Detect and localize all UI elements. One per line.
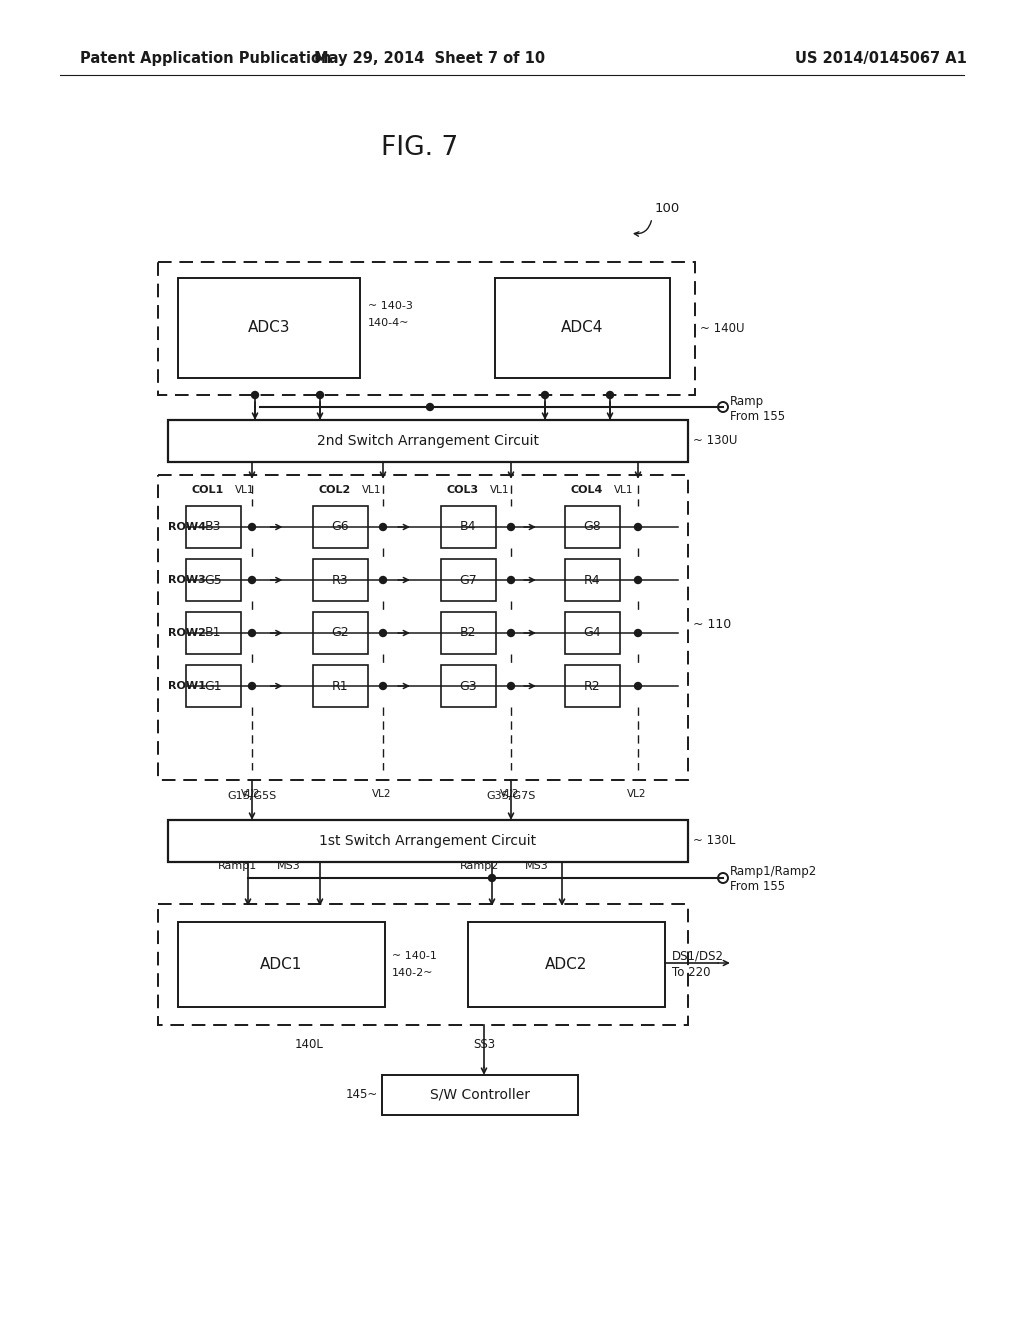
Circle shape (508, 682, 514, 689)
Text: ROW2: ROW2 (168, 628, 206, 638)
Text: ~ 110: ~ 110 (693, 619, 731, 631)
Text: Ramp: Ramp (730, 395, 764, 408)
Text: May 29, 2014  Sheet 7 of 10: May 29, 2014 Sheet 7 of 10 (314, 50, 546, 66)
Circle shape (316, 392, 324, 399)
Text: VL2: VL2 (373, 789, 392, 799)
Text: ~ 140U: ~ 140U (700, 322, 744, 334)
Text: ~ 140-1: ~ 140-1 (392, 950, 437, 961)
Circle shape (542, 392, 549, 399)
Text: ~ 130L: ~ 130L (693, 834, 735, 847)
Circle shape (249, 682, 256, 689)
Text: G3S/G7S: G3S/G7S (486, 791, 536, 801)
Text: SS3: SS3 (473, 1039, 495, 1052)
Text: COL2: COL2 (318, 484, 351, 495)
Text: B2: B2 (460, 627, 476, 639)
Text: R4: R4 (584, 573, 600, 586)
Circle shape (380, 630, 386, 636)
Circle shape (380, 577, 386, 583)
Text: ~ 140-3: ~ 140-3 (368, 301, 413, 312)
Text: R3: R3 (332, 573, 348, 586)
Text: ~ 130U: ~ 130U (693, 434, 737, 447)
Text: 2nd Switch Arrangement Circuit: 2nd Switch Arrangement Circuit (317, 434, 539, 447)
Text: 140-2~: 140-2~ (392, 968, 433, 978)
Text: VL1: VL1 (614, 484, 634, 495)
Text: VL2: VL2 (628, 789, 647, 799)
Text: G2: G2 (331, 627, 349, 639)
Circle shape (427, 404, 433, 411)
Circle shape (635, 577, 641, 583)
Text: US 2014/0145067 A1: US 2014/0145067 A1 (795, 50, 967, 66)
Text: FIG. 7: FIG. 7 (381, 135, 459, 161)
Text: G6: G6 (331, 520, 349, 533)
Text: R1: R1 (332, 680, 348, 693)
Circle shape (252, 392, 258, 399)
Text: G1S/G5S: G1S/G5S (227, 791, 276, 801)
Text: VL1: VL1 (362, 484, 382, 495)
Text: ADC1: ADC1 (260, 957, 303, 972)
Text: 140-4~: 140-4~ (368, 318, 410, 327)
Circle shape (380, 524, 386, 531)
Circle shape (606, 392, 613, 399)
Text: G4: G4 (584, 627, 601, 639)
Text: From 155: From 155 (730, 409, 785, 422)
Text: Ramp1: Ramp1 (218, 861, 257, 871)
Text: VL1: VL1 (490, 484, 510, 495)
Text: COL3: COL3 (446, 484, 479, 495)
Text: 140L: 140L (295, 1039, 324, 1052)
Circle shape (380, 682, 386, 689)
Text: G3: G3 (459, 680, 477, 693)
Text: VL1: VL1 (236, 484, 255, 495)
Text: Ramp1/Ramp2: Ramp1/Ramp2 (730, 865, 817, 878)
Text: ROW1: ROW1 (168, 681, 206, 690)
Text: MS3: MS3 (278, 861, 301, 871)
Circle shape (249, 524, 256, 531)
Circle shape (249, 630, 256, 636)
Text: VL2: VL2 (501, 789, 520, 799)
Circle shape (508, 630, 514, 636)
Text: G8: G8 (583, 520, 601, 533)
Text: B1: B1 (205, 627, 221, 639)
Text: DS1/DS2: DS1/DS2 (672, 949, 724, 962)
Text: 1st Switch Arrangement Circuit: 1st Switch Arrangement Circuit (319, 834, 537, 847)
Circle shape (635, 524, 641, 531)
Text: R2: R2 (584, 680, 600, 693)
Text: COL4: COL4 (570, 484, 603, 495)
Text: G7: G7 (459, 573, 477, 586)
Text: B4: B4 (460, 520, 476, 533)
Text: From 155: From 155 (730, 880, 785, 894)
Text: MS3: MS3 (525, 861, 549, 871)
Text: S/W Controller: S/W Controller (430, 1088, 530, 1102)
Text: ADC4: ADC4 (561, 321, 604, 335)
Text: G1: G1 (204, 680, 222, 693)
Text: ADC2: ADC2 (546, 957, 588, 972)
Text: Patent Application Publication: Patent Application Publication (80, 50, 332, 66)
Text: VL2: VL2 (242, 789, 261, 799)
Circle shape (508, 524, 514, 531)
Text: 100: 100 (655, 202, 680, 214)
Circle shape (488, 874, 496, 882)
Text: ROW4: ROW4 (168, 521, 206, 532)
Circle shape (249, 577, 256, 583)
Text: COL1: COL1 (191, 484, 224, 495)
Circle shape (635, 630, 641, 636)
Text: G5: G5 (204, 573, 222, 586)
Text: ADC3: ADC3 (248, 321, 290, 335)
Text: Ramp2: Ramp2 (460, 861, 500, 871)
Text: ROW3: ROW3 (168, 576, 206, 585)
Text: To 220: To 220 (672, 966, 711, 979)
Circle shape (508, 577, 514, 583)
Text: 145~: 145~ (346, 1089, 378, 1101)
Text: B3: B3 (205, 520, 221, 533)
Circle shape (635, 682, 641, 689)
